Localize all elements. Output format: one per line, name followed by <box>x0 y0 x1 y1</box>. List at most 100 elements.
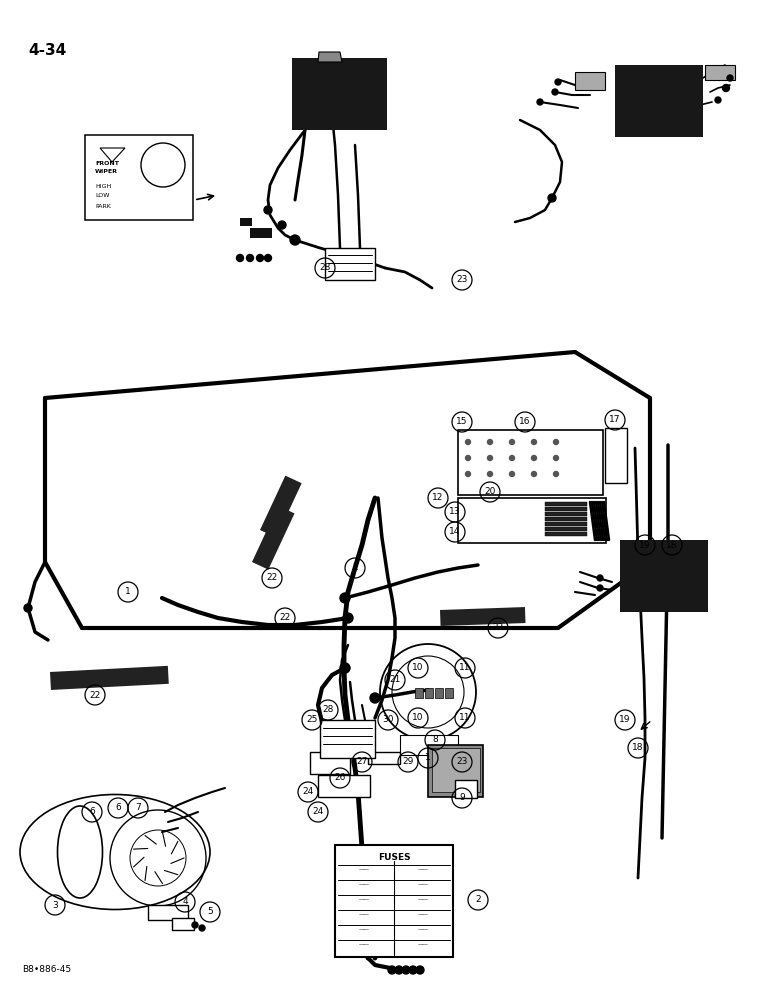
Circle shape <box>343 613 353 623</box>
Text: FUSES: FUSES <box>378 853 410 862</box>
Circle shape <box>24 604 32 612</box>
Circle shape <box>597 575 603 581</box>
Circle shape <box>552 89 558 95</box>
Text: ——: —— <box>418 882 429 888</box>
Text: 24: 24 <box>313 808 323 816</box>
Bar <box>425 688 433 698</box>
Circle shape <box>395 966 403 974</box>
Circle shape <box>554 440 558 444</box>
Text: ——: —— <box>418 928 429 932</box>
Text: 18: 18 <box>666 540 678 550</box>
Text: 7: 7 <box>135 804 141 812</box>
Text: 19: 19 <box>639 540 651 550</box>
Text: 16: 16 <box>520 418 531 426</box>
Text: 1: 1 <box>125 587 131 596</box>
Bar <box>545 507 587 511</box>
Bar <box>620 540 708 612</box>
Text: 4: 4 <box>182 898 188 906</box>
Bar <box>318 775 370 797</box>
Circle shape <box>487 472 493 477</box>
Circle shape <box>537 99 543 105</box>
Text: 24: 24 <box>303 788 313 796</box>
Bar <box>172 918 194 930</box>
Bar <box>445 688 453 698</box>
Circle shape <box>548 194 556 202</box>
Text: 2: 2 <box>352 564 357 572</box>
Text: ——: —— <box>418 912 429 918</box>
Bar <box>50 666 169 690</box>
Circle shape <box>510 472 514 477</box>
Text: ——: —— <box>359 882 370 888</box>
Circle shape <box>278 221 286 229</box>
Bar <box>240 218 252 226</box>
Circle shape <box>510 440 514 444</box>
Text: 23: 23 <box>456 758 468 766</box>
Ellipse shape <box>57 806 103 898</box>
Circle shape <box>340 663 350 673</box>
Bar <box>335 845 453 957</box>
Text: 6: 6 <box>115 804 121 812</box>
Text: ——: —— <box>418 898 429 902</box>
Text: PARK: PARK <box>95 204 111 209</box>
Text: 19: 19 <box>619 716 631 724</box>
Bar <box>320 720 375 758</box>
Circle shape <box>236 254 243 261</box>
Text: 11: 11 <box>459 714 471 722</box>
Circle shape <box>388 966 396 974</box>
Text: 26: 26 <box>334 774 346 782</box>
Bar <box>575 72 605 90</box>
Text: 10: 10 <box>412 714 424 722</box>
Circle shape <box>510 456 514 460</box>
Bar <box>148 905 188 920</box>
Bar <box>545 527 587 531</box>
Bar <box>85 135 193 220</box>
Text: 23: 23 <box>456 275 468 284</box>
Circle shape <box>402 966 410 974</box>
Text: 11: 11 <box>459 664 471 672</box>
Bar <box>605 428 627 483</box>
Text: 22: 22 <box>90 690 100 700</box>
Bar <box>310 752 350 774</box>
Text: 14: 14 <box>449 528 461 536</box>
Bar <box>292 58 387 130</box>
Text: HIGH: HIGH <box>95 184 111 189</box>
Text: 18: 18 <box>632 744 644 752</box>
Text: ——: —— <box>418 942 429 948</box>
Bar <box>428 745 483 797</box>
Circle shape <box>531 472 537 477</box>
Text: 2: 2 <box>476 896 481 904</box>
Text: 1: 1 <box>425 754 431 762</box>
Bar <box>432 748 480 792</box>
Circle shape <box>554 472 558 477</box>
Bar <box>260 476 302 538</box>
Text: 5: 5 <box>207 908 213 916</box>
Circle shape <box>370 693 380 703</box>
Text: 22: 22 <box>266 574 278 582</box>
Bar <box>545 517 587 521</box>
Circle shape <box>466 456 470 460</box>
Circle shape <box>246 254 253 261</box>
Circle shape <box>192 922 198 928</box>
Bar <box>415 688 423 698</box>
Bar <box>400 735 458 755</box>
Text: 30: 30 <box>382 716 394 724</box>
Text: 9: 9 <box>459 794 465 802</box>
Circle shape <box>290 235 300 245</box>
Circle shape <box>256 254 263 261</box>
Circle shape <box>531 440 537 444</box>
Text: 12: 12 <box>432 493 444 502</box>
Circle shape <box>487 440 493 444</box>
Bar <box>440 607 526 626</box>
Bar <box>545 532 587 536</box>
Circle shape <box>597 585 603 591</box>
Text: 28: 28 <box>323 706 334 714</box>
Text: 4-34: 4-34 <box>28 43 66 58</box>
Text: 27: 27 <box>357 758 367 766</box>
Text: ——: —— <box>359 898 370 902</box>
Text: FRONT: FRONT <box>95 161 119 166</box>
Circle shape <box>340 593 350 603</box>
Bar <box>435 688 443 698</box>
Text: 20: 20 <box>484 488 496 496</box>
Text: WIPER: WIPER <box>95 169 118 174</box>
Text: 25: 25 <box>306 716 318 724</box>
